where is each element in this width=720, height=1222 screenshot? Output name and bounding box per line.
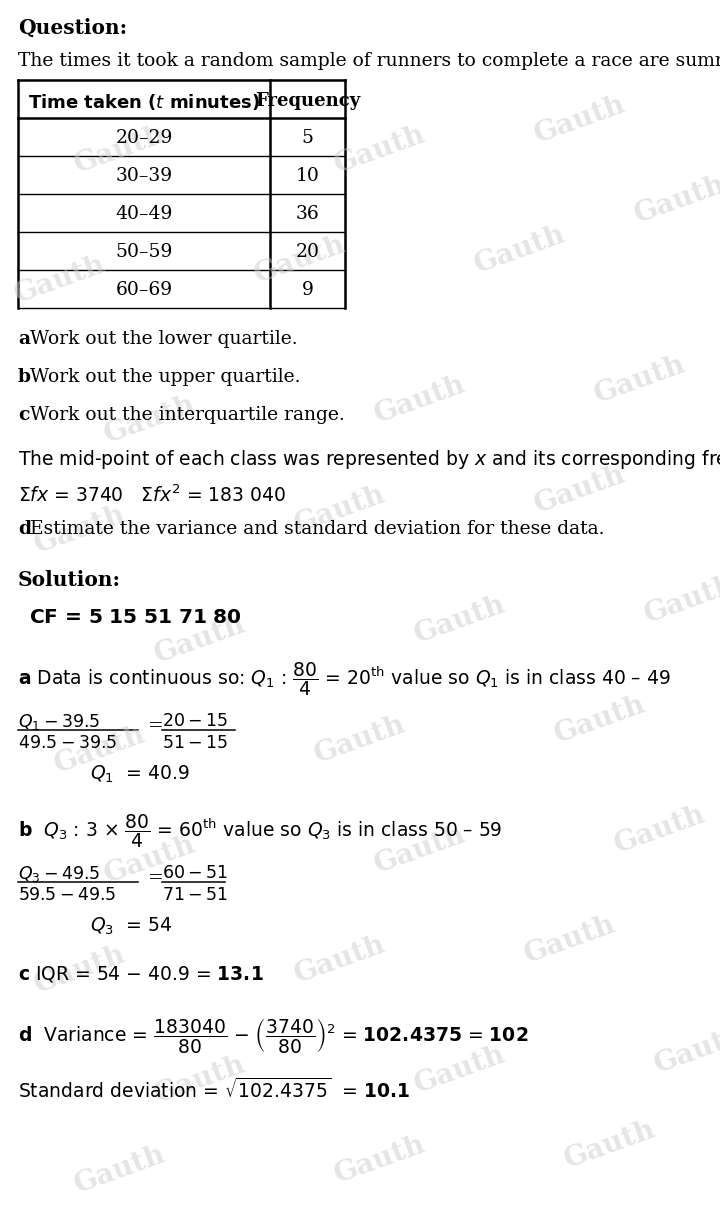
Text: Standard deviation = $\sqrt{102.4375}$  = $\mathbf{10.1}$: Standard deviation = $\sqrt{102.4375}$ =… bbox=[18, 1078, 410, 1102]
Text: $49.5 - 39.5$: $49.5 - 39.5$ bbox=[18, 734, 117, 752]
Text: Gauth: Gauth bbox=[101, 831, 199, 888]
Text: $\mathbf{a}$ Data is continuous so: $Q_1$ : $\dfrac{80}{4}$ = 20$^{\mathrm{th}}$: $\mathbf{a}$ Data is continuous so: $Q_1… bbox=[18, 660, 671, 698]
Text: Gauth: Gauth bbox=[101, 391, 199, 448]
Text: Gauth: Gauth bbox=[150, 1051, 249, 1110]
Text: c: c bbox=[18, 406, 30, 424]
Text: 10: 10 bbox=[296, 167, 320, 185]
Text: 9: 9 bbox=[302, 281, 313, 299]
Text: $71 - 51$: $71 - 51$ bbox=[162, 886, 228, 904]
Text: Gauth: Gauth bbox=[330, 1132, 429, 1189]
Text: Gauth: Gauth bbox=[330, 121, 429, 178]
Text: Gauth: Gauth bbox=[590, 351, 689, 409]
Text: Gauth: Gauth bbox=[521, 912, 619, 969]
Text: 20–29: 20–29 bbox=[115, 130, 173, 147]
Text: Gauth: Gauth bbox=[531, 461, 629, 519]
Text: Solution:: Solution: bbox=[18, 569, 121, 590]
Text: Estimate the variance and standard deviation for these data.: Estimate the variance and standard devia… bbox=[30, 521, 605, 538]
Text: Gauth: Gauth bbox=[291, 481, 390, 539]
Text: $\Sigma fx$ = 3740   $\Sigma fx^2$ = 183 040: $\Sigma fx$ = 3740 $\Sigma fx^2$ = 183 0… bbox=[18, 485, 286, 506]
Text: Question:: Question: bbox=[18, 18, 127, 38]
Text: Gauth: Gauth bbox=[551, 690, 649, 749]
Text: Gauth: Gauth bbox=[410, 591, 509, 649]
Text: Gauth: Gauth bbox=[410, 1041, 509, 1099]
Text: =: = bbox=[148, 869, 163, 887]
Text: Gauth: Gauth bbox=[291, 931, 390, 989]
Text: Gauth: Gauth bbox=[371, 371, 469, 429]
Text: $\mathbf{b}$  $Q_3$ : 3 $\times$ $\dfrac{80}{4}$ = 60$^{\mathrm{th}}$ value so $: $\mathbf{b}$ $Q_3$ : 3 $\times$ $\dfrac{… bbox=[18, 811, 502, 849]
Text: Gauth: Gauth bbox=[531, 90, 629, 149]
Text: Gauth: Gauth bbox=[50, 721, 149, 778]
Text: $Q_1 - 39.5$: $Q_1 - 39.5$ bbox=[18, 712, 100, 732]
Text: Gauth: Gauth bbox=[371, 821, 469, 879]
Text: $51 - 15$: $51 - 15$ bbox=[162, 734, 228, 752]
Text: Gauth: Gauth bbox=[561, 1116, 660, 1174]
Text: $60 - 51$: $60 - 51$ bbox=[162, 864, 228, 882]
Text: Time taken ($\it{t}$ minutes): Time taken ($\it{t}$ minutes) bbox=[28, 92, 260, 112]
Text: Gauth: Gauth bbox=[651, 1022, 720, 1079]
Text: Gauth: Gauth bbox=[631, 171, 720, 229]
Text: Work out the lower quartile.: Work out the lower quartile. bbox=[30, 330, 297, 348]
Text: Gauth: Gauth bbox=[31, 501, 130, 558]
Text: Work out the interquartile range.: Work out the interquartile range. bbox=[30, 406, 345, 424]
Text: 5: 5 bbox=[302, 130, 313, 147]
Text: b: b bbox=[18, 368, 31, 386]
Text: The mid-point of each class was represented by $x$ and its corresponding frequen: The mid-point of each class was represen… bbox=[18, 448, 720, 470]
Text: $\mathbf{c}$ IQR = 54 $-$ 40.9 = $\mathbf{13.1}$: $\mathbf{c}$ IQR = 54 $-$ 40.9 = $\mathb… bbox=[18, 964, 264, 984]
Text: 50–59: 50–59 bbox=[115, 243, 173, 262]
Text: Gauth: Gauth bbox=[71, 1141, 169, 1199]
Text: Work out the upper quartile.: Work out the upper quartile. bbox=[30, 368, 300, 386]
Text: Gauth: Gauth bbox=[31, 941, 130, 998]
Text: =: = bbox=[148, 717, 163, 734]
Text: a: a bbox=[18, 330, 30, 348]
Text: Gauth: Gauth bbox=[71, 121, 169, 178]
Text: 20: 20 bbox=[295, 243, 320, 262]
Text: Gauth: Gauth bbox=[251, 231, 349, 288]
Text: $59.5 - 49.5$: $59.5 - 49.5$ bbox=[18, 886, 116, 904]
Text: $Q_1$  = 40.9: $Q_1$ = 40.9 bbox=[90, 764, 189, 786]
Text: Gauth: Gauth bbox=[471, 221, 570, 279]
Text: 40–49: 40–49 bbox=[115, 205, 173, 222]
Text: The times it took a random sample of runners to complete a race are summarised i: The times it took a random sample of run… bbox=[18, 53, 720, 70]
Text: 30–39: 30–39 bbox=[115, 167, 173, 185]
Text: Gauth: Gauth bbox=[641, 571, 720, 629]
Text: $Q_3 - 49.5$: $Q_3 - 49.5$ bbox=[18, 864, 100, 884]
Text: $\mathbf{d}$  Variance = $\dfrac{183040}{80}$ $-$ $\left(\dfrac{3740}{80}\right): $\mathbf{d}$ Variance = $\dfrac{183040}{… bbox=[18, 1015, 528, 1055]
Text: $Q_3$  = 54: $Q_3$ = 54 bbox=[90, 916, 172, 937]
Text: Gauth: Gauth bbox=[150, 611, 249, 668]
Text: Gauth: Gauth bbox=[611, 802, 709, 859]
Text: Gauth: Gauth bbox=[310, 711, 410, 769]
Text: d: d bbox=[18, 521, 31, 538]
Text: Frequency: Frequency bbox=[255, 92, 360, 110]
Text: CF = $\mathbf{5\ 15\ 51\ 71\ 80}$: CF = $\mathbf{5\ 15\ 51\ 71\ 80}$ bbox=[22, 609, 242, 627]
Text: $20 - 15$: $20 - 15$ bbox=[162, 712, 228, 730]
Text: 36: 36 bbox=[296, 205, 320, 222]
Text: 60–69: 60–69 bbox=[115, 281, 173, 299]
Text: Gauth: Gauth bbox=[11, 251, 109, 309]
